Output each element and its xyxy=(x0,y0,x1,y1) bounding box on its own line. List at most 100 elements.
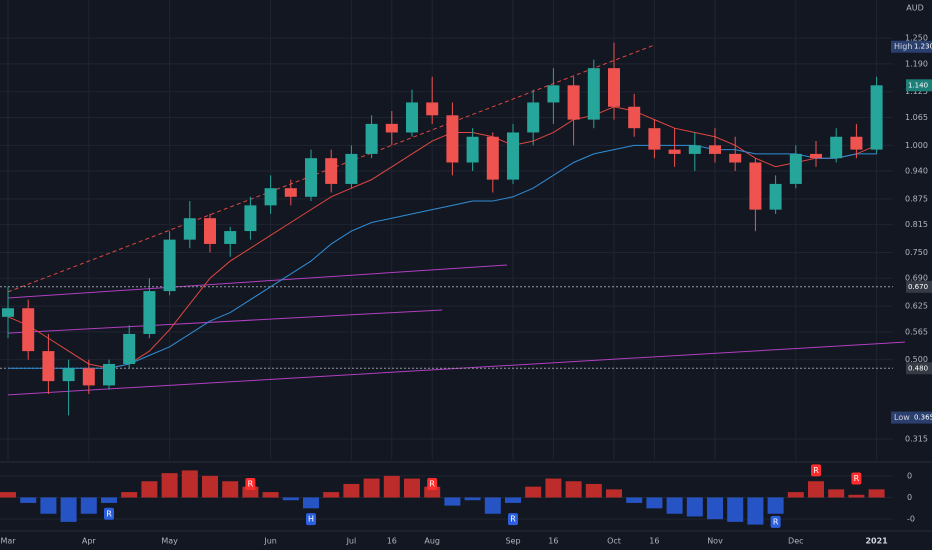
osc-bar xyxy=(404,478,420,498)
candle-body xyxy=(749,162,762,210)
x-tick-label: May xyxy=(161,537,178,546)
y-tick-label: 0.315 xyxy=(905,434,928,443)
candle-body xyxy=(830,136,843,159)
candle-body xyxy=(2,308,14,317)
candle-body xyxy=(729,153,742,163)
candle-body xyxy=(628,106,641,129)
osc-tick-label: 0 xyxy=(907,493,912,502)
osc-tick-label: 0 xyxy=(907,471,912,480)
osc-bar xyxy=(20,497,37,503)
candle-body xyxy=(325,158,338,184)
y-tick-label: 1.250 xyxy=(905,34,928,43)
osc-bar xyxy=(80,497,97,514)
price-marker-label: 0.365 xyxy=(914,414,932,422)
y-tick-label: 0.625 xyxy=(905,302,928,311)
osc-bar xyxy=(484,497,501,514)
osc-bar xyxy=(40,497,57,514)
x-tick-label: Dec xyxy=(788,537,803,546)
candle-body xyxy=(527,102,540,133)
moving-average xyxy=(7,106,877,369)
osc-bar xyxy=(101,497,117,503)
osc-bar xyxy=(464,497,481,501)
candle-body xyxy=(810,153,822,159)
price-marker-box xyxy=(906,362,932,375)
candle-body xyxy=(547,85,560,103)
osc-bar xyxy=(383,475,400,498)
osc-bar xyxy=(828,489,845,498)
x-tick-label: Jul xyxy=(346,537,357,546)
y-tick-label: 1.065 xyxy=(905,113,928,122)
candle-body xyxy=(264,188,277,206)
price-marker-box xyxy=(891,411,932,424)
y-tick-label: 1.190 xyxy=(905,59,928,68)
osc-bar xyxy=(666,497,683,514)
osc-bar xyxy=(626,497,643,503)
candle-body xyxy=(789,153,802,184)
osc-annotation-label: R xyxy=(248,479,254,488)
y-tick-label: 0.500 xyxy=(905,355,928,364)
x-tick-label: Jun xyxy=(263,537,277,546)
x-tick-label: 2021 xyxy=(865,537,888,546)
x-tick-label: Sep xyxy=(505,537,520,546)
osc-annotation-label: R xyxy=(106,509,112,518)
osc-bar xyxy=(606,489,622,498)
osc-bar xyxy=(242,486,259,498)
candle-body xyxy=(426,102,439,116)
trendline xyxy=(7,264,507,299)
candle-body xyxy=(365,123,378,154)
osc-bar xyxy=(787,492,804,498)
x-tick-label: 16 xyxy=(649,537,659,546)
candle-body xyxy=(244,205,257,232)
currency-label: AUD xyxy=(906,4,924,13)
osc-bar xyxy=(121,492,138,498)
osc-bar xyxy=(424,486,441,498)
candle-body xyxy=(224,231,237,244)
x-tick-label: Mar xyxy=(0,537,16,546)
candle-body xyxy=(385,123,398,133)
x-tick-label: Apr xyxy=(82,537,97,546)
osc-bar xyxy=(707,497,723,520)
candle-body xyxy=(183,218,196,240)
candle-body xyxy=(850,136,863,150)
osc-bar xyxy=(565,481,582,498)
y-tick-label: 0.690 xyxy=(905,274,928,283)
osc-annotation-label: R xyxy=(773,517,779,526)
candle-body xyxy=(62,368,75,382)
candle-body xyxy=(769,183,782,210)
price-marker-label: 1.230 xyxy=(914,43,932,51)
candle-body xyxy=(345,153,358,184)
osc-bar xyxy=(60,497,77,522)
osc-tick-label: -0 xyxy=(907,515,915,524)
osc-bar xyxy=(545,478,562,498)
osc-annotation-box xyxy=(770,515,781,528)
x-tick-label: Aug xyxy=(424,537,440,546)
price-marker-label: 1.140 xyxy=(908,81,928,89)
y-tick-label: 1.000 xyxy=(905,141,928,150)
y-tick-label: 0.565 xyxy=(905,327,928,336)
osc-bar xyxy=(222,481,239,498)
candle-body xyxy=(507,132,519,180)
price-marker-label: 0.480 xyxy=(908,364,928,372)
y-tick-label: 0.940 xyxy=(905,167,928,176)
osc-bar xyxy=(141,481,158,498)
osc-bar xyxy=(747,497,764,525)
osc-bar xyxy=(585,483,602,498)
osc-bar xyxy=(262,492,279,498)
osc-bar xyxy=(161,473,178,498)
price-marker-label: 0.670 xyxy=(908,283,928,291)
osc-bar xyxy=(363,478,380,498)
candle-body xyxy=(42,351,55,382)
osc-bar xyxy=(343,483,360,498)
x-tick-label: 16 xyxy=(548,537,558,546)
candle-body xyxy=(123,333,136,364)
price-marker-box xyxy=(891,40,932,53)
osc-annotation-box xyxy=(811,464,821,477)
trendline xyxy=(7,309,443,334)
y-tick-label: 1.125 xyxy=(905,87,928,96)
osc-bar xyxy=(505,497,521,503)
osc-annotation-box xyxy=(306,513,316,526)
candle-body xyxy=(587,68,600,120)
osc-bar xyxy=(727,497,744,522)
